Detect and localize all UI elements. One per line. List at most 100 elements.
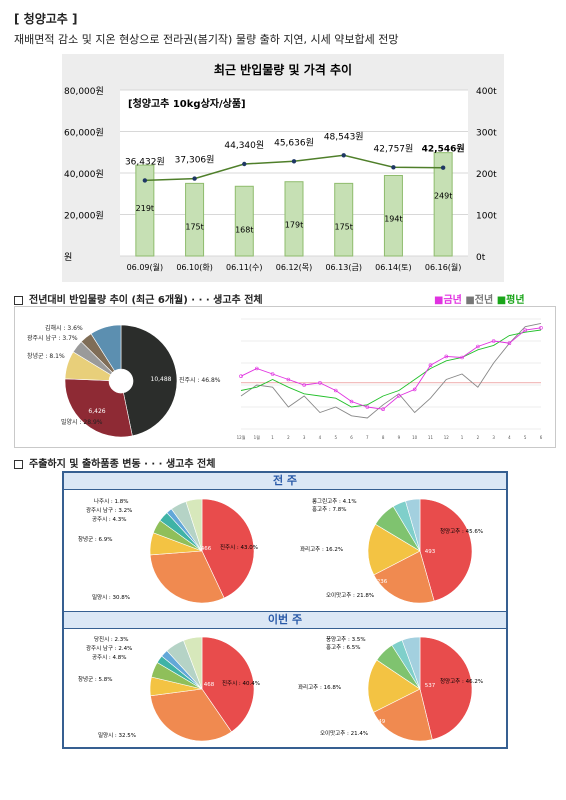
shipping-panel: 전 주 나주시 : 1.8% 광주시 남구 : 3.2% 공주시 : 4.3% 창녕군… (62, 471, 508, 749)
prev-week-pies: 나주시 : 1.8%광주시 남구 : 3.2% 공주시 : 4.3% 창녕군 : 6… (78, 497, 483, 604)
legend-last-year: ■전년 (465, 295, 494, 306)
chart-title: 최근 반입물량 및 가격 추이 (214, 62, 352, 77)
this-year-point (286, 377, 291, 382)
checkbox-square-icon (14, 295, 23, 305)
y-right-tick: 100t (476, 212, 497, 222)
section1-title-text: 전년대비 반입물량 추이 (최근 6개월) · · · 생고추 전체 (29, 295, 263, 306)
x-tick: 5 (524, 435, 527, 440)
volume-label: 219t (136, 204, 154, 213)
region-label: 공주시 : 4.8% (92, 654, 127, 661)
x-tick: 10 (412, 435, 418, 440)
this-year-point (318, 381, 322, 385)
variety-label: 꽈리고추 : 16.2% (300, 545, 343, 553)
region-label: 당진시 : 2.3% (94, 635, 129, 643)
legend-this-year: ■금년 (434, 295, 462, 306)
region-label: 밀양시 : 30.8% (92, 593, 130, 601)
volume-bar (334, 182, 354, 257)
volume-bar (284, 181, 304, 257)
this-year-point (397, 394, 401, 398)
this-year-point (239, 374, 243, 379)
pie-label-gimhae: 김해시 : 3.6% (45, 325, 83, 332)
x-tick: 06.09(월) (127, 262, 164, 272)
x-tick: 06.12(목) (276, 263, 313, 272)
price-point (242, 161, 247, 167)
volume-label: 168t (235, 225, 253, 234)
variety-label: 청양고추 : 46.2% (440, 677, 483, 685)
price-point (341, 153, 346, 158)
variety-label: 오이맛고추 : 21.4% (320, 729, 368, 737)
volume-bar (383, 174, 403, 257)
region-value: 74 (123, 541, 130, 547)
chart-subtitle: [청양고추 10kg상자/상품] (128, 97, 246, 110)
variety-value: 73 (366, 523, 373, 529)
this-year-point (491, 339, 496, 343)
trend-panel: 10,488 6,426 진주시 : 46.8% 밀양시 : 28.9% 창녕군 … (14, 306, 556, 448)
y-left-tick: 원 (64, 252, 72, 263)
price-label: 45,636원 (274, 137, 314, 148)
region-slice (201, 636, 255, 733)
price-label: 36,432원 (125, 156, 165, 167)
pie-label-jinju: 진주시 : 46.8% (179, 377, 221, 384)
curr-week-pies: 당진시 : 2.3%광주시 남구 : 2.4% 공주시 : 4.8% 창녕군 : 5… (78, 635, 483, 742)
region-value: 468 (204, 682, 215, 688)
section2-title-text: 주출하지 및 출하품종 변동 · · · 생고추 전체 (29, 459, 216, 470)
section2-title: 주출하지 및 출하품종 변동 · · · 생고추 전체 (14, 455, 215, 470)
region-slice (120, 324, 178, 437)
variety-value: 195 (353, 685, 364, 691)
legend-average: ■평년 (496, 295, 525, 306)
variety-label: 오이맛고추 : 21.8% (326, 591, 374, 599)
region-slice (183, 636, 203, 690)
this-year-point (444, 354, 449, 359)
this-year-point (381, 407, 385, 411)
variety-label: 풍양고추 : 3.5% (326, 635, 366, 643)
this-year-point (460, 355, 464, 360)
this-year-point (349, 399, 354, 404)
variety-slice (419, 636, 473, 740)
price-label: 42,757원 (374, 143, 414, 154)
average-line (240, 329, 542, 408)
x-tick: 12월 (237, 434, 246, 440)
x-tick: 06.10(화) (176, 263, 213, 272)
x-tick: 8 (382, 435, 385, 440)
x-tick: 9 (398, 435, 401, 440)
volume-bar (135, 164, 155, 257)
y-left-tick: 60,000원 (64, 128, 104, 139)
x-tick: 06.14(토) (375, 263, 412, 272)
price-point (142, 178, 148, 183)
variety-value: 236 (377, 579, 388, 585)
this-year-point (507, 341, 512, 346)
yearly-line-chart: 12월 1월 1 2 3 4 5 6 7 8 9 10 11 12 1 2 3 4 5 6 (237, 318, 543, 440)
volume-bar (234, 185, 254, 257)
price-point (291, 159, 297, 164)
region-label: 창녕군 : 5.8% (78, 675, 113, 683)
x-tick: 1월 (254, 434, 261, 440)
this-year-point (412, 387, 417, 392)
pie-label-changnyeong: 창녕군 : 8.1% (27, 353, 65, 360)
x-tick: 11 (428, 435, 434, 440)
slice-value: 6,426 (88, 408, 105, 415)
price-label: 37,306원 (175, 155, 215, 166)
region-label: 나주시 : 1.8% (94, 497, 129, 505)
variety-value: 175 (355, 545, 366, 551)
this-year-line (240, 327, 542, 410)
x-tick: 6 (350, 435, 353, 440)
x-tick: 1 (461, 435, 464, 440)
region-slice (149, 550, 225, 604)
slice-value: 10,488 (151, 376, 172, 383)
region-slice (90, 324, 122, 372)
region-value: 66 (127, 681, 134, 687)
y-right-tick: 300t (476, 129, 497, 139)
price-volume-svg: 최근 반입물량 및 가격 추이 [청양고추 10kg상자/상품] 80,000원 60… (64, 62, 497, 272)
volume-label: 194t (384, 214, 402, 223)
volume-label: 179t (285, 221, 303, 230)
variety-value: 249 (375, 719, 386, 725)
variety-label: 롱그린고추 : 4.1% (312, 498, 357, 505)
variety-slice (419, 498, 473, 602)
this-year-point (254, 366, 259, 371)
region-label: 진주시 : 40.4% (222, 679, 260, 687)
prev-week-band: 전 주 (64, 473, 506, 490)
price-point (440, 165, 446, 170)
volume-label: 175t (185, 222, 203, 231)
region-slice (150, 688, 232, 742)
y-left-tick: 80,000원 (64, 86, 104, 97)
